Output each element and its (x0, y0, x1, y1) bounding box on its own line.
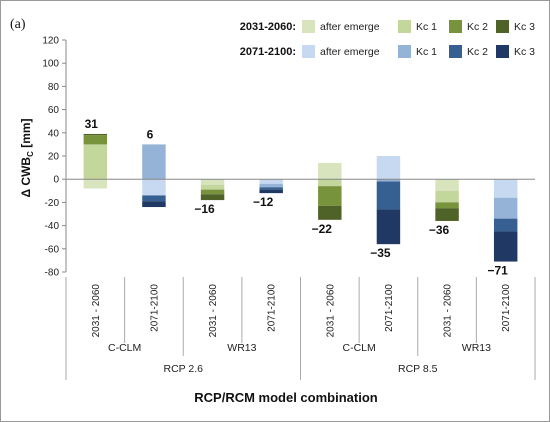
bar-segment (259, 189, 283, 194)
bar-segment (318, 179, 342, 187)
bar-segment (83, 133, 108, 136)
total-label: −35 (370, 246, 391, 260)
legend-entry-label: Kc 2 (467, 21, 488, 33)
bar-segment (259, 187, 283, 190)
bar-segment (376, 181, 401, 210)
y-tick-label: 100 (42, 59, 59, 70)
total-label: −22 (312, 222, 333, 236)
bar-segment (259, 183, 283, 188)
bar-segment (318, 205, 342, 220)
bar-segment (318, 186, 342, 206)
bar-segment (83, 144, 108, 180)
y-tick-label: 0 (53, 175, 59, 186)
legend-swatch (449, 20, 462, 33)
y-tick-label: 40 (48, 128, 60, 139)
y-axis-title-main: Δ CWB (19, 157, 33, 198)
model-group-label: WR13 (462, 342, 491, 354)
bar-segment (435, 202, 459, 209)
legend-entry-label: Kc 2 (467, 46, 488, 58)
legend-swatch (496, 45, 509, 58)
x-tick-label: 2031 - 2060 (208, 284, 219, 338)
x-tick-label: 2031 - 2060 (325, 284, 336, 338)
x-tick-label: 2071-2100 (501, 284, 512, 332)
x-tick-label: 2031 - 2060 (443, 284, 454, 338)
total-label: 31 (85, 117, 99, 131)
x-tick-label: 2031 - 2060 (91, 284, 102, 338)
bar-segment (376, 156, 401, 180)
legend-swatch (302, 45, 315, 58)
bar-segment (376, 179, 401, 182)
bar-segment (435, 208, 459, 221)
y-tick-label: 60 (48, 105, 60, 116)
bar-segment (200, 194, 225, 201)
x-tick-label: 2071-2100 (384, 284, 395, 332)
total-label: 6 (147, 127, 154, 141)
legend-swatch (398, 45, 411, 58)
bar-segment (493, 218, 518, 232)
bar-segment (83, 135, 108, 145)
y-tick-label: -60 (45, 244, 60, 255)
x-axis-title: RCP/RCM model combination (194, 390, 378, 405)
bar-segment (200, 189, 225, 195)
legend-swatch (302, 20, 315, 33)
total-label: −71 (488, 264, 509, 278)
legend: 2031-2060: after emerge Kc 1 Kc 2 Kc 3 2071-2… (240, 20, 535, 58)
panel-label: (a) (10, 17, 26, 32)
bar-segment (376, 209, 401, 245)
bar-segment (200, 179, 225, 185)
total-label: −12 (253, 195, 274, 209)
legend-entry-label: after emerge (320, 21, 380, 33)
bar-segment (142, 144, 166, 180)
y-tick-label: 120 (42, 36, 59, 47)
legend-entry-label: Kc 1 (416, 21, 437, 33)
bar-segment (493, 231, 518, 262)
legend-period-label: 2071-2100: (240, 46, 296, 58)
x-tick-label: 2071-2100 (149, 284, 160, 332)
model-group-label: WR13 (227, 342, 256, 354)
rcp-group-label: RCP 2.6 (164, 363, 204, 375)
bar-segment (142, 179, 166, 196)
legend-entry-label: Kc 1 (416, 46, 437, 58)
bar-segment (435, 179, 459, 191)
bar-segment (200, 185, 225, 190)
bar-segment (493, 179, 518, 198)
legend-swatch (398, 20, 411, 33)
y-tick-label: -80 (45, 268, 60, 279)
rcp-group-label: RCP 8.5 (398, 363, 438, 375)
y-axis-title-sub: C (26, 151, 35, 157)
bar-segment (318, 162, 342, 180)
bar-segment (83, 179, 108, 189)
model-group-label: C-CLM (343, 342, 376, 354)
y-tick-label: 20 (48, 152, 60, 163)
y-tick-label: 80 (48, 82, 60, 93)
legend-swatch (449, 45, 462, 58)
y-axis-title: Δ CWBC [mm] (19, 118, 35, 197)
total-label: −36 (429, 223, 450, 237)
legend-period-label: 2031-2060: (240, 21, 296, 33)
bar-segment (493, 197, 518, 219)
x-tick-label: 2071-2100 (267, 284, 278, 332)
legend-entry-label: Kc 3 (514, 46, 535, 58)
y-tick-label: -40 (45, 221, 60, 232)
plot-area: -80 -60 -40 -20 0 20 40 60 80 100 120 31 2031 - 2060… (42, 36, 536, 380)
bar-segment (142, 201, 166, 208)
bar-segment (142, 195, 166, 202)
legend-entry-label: Kc 3 (514, 21, 535, 33)
bar-segment (259, 179, 283, 184)
bar-segment (435, 190, 459, 203)
legend-entry-label: after emerge (320, 46, 380, 58)
model-group-label: C-CLM (108, 342, 141, 354)
y-tick-label: -20 (45, 198, 60, 209)
total-label: −16 (194, 202, 215, 216)
y-axis-title-unit: [mm] (19, 118, 33, 151)
legend-swatch (496, 20, 509, 33)
